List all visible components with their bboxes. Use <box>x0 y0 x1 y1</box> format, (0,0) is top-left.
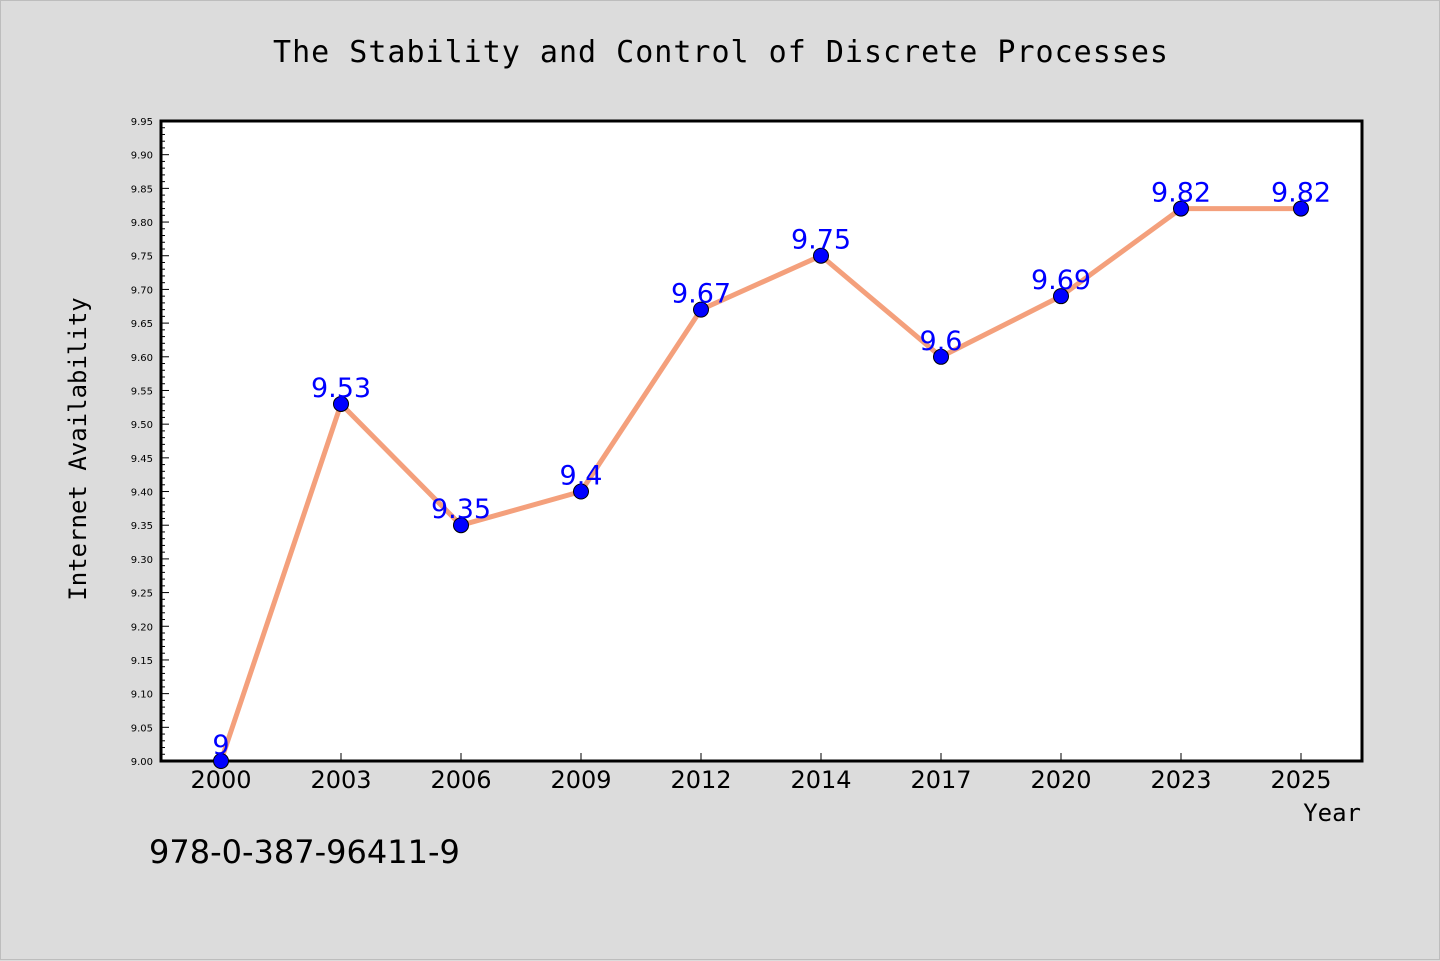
data-point <box>693 301 709 318</box>
x-tick-label: 2012 <box>670 766 731 794</box>
data-label: 9.75 <box>791 225 851 256</box>
y-tick-label: 9.50 <box>131 420 153 431</box>
data-point <box>933 348 949 365</box>
data-point <box>813 247 829 264</box>
x-tick-label: 2014 <box>790 766 851 794</box>
plot-area <box>159 119 1364 763</box>
x-tick-label: 2025 <box>1270 766 1331 794</box>
data-label: 9.53 <box>311 373 371 404</box>
y-tick-label: 9.45 <box>131 454 153 465</box>
y-tick-label: 9.30 <box>131 555 153 566</box>
y-tick-label: 9.25 <box>131 589 153 600</box>
y-tick-label: 9.05 <box>131 723 153 734</box>
y-tick-label: 9.80 <box>131 218 153 229</box>
y-tick-label: 9.20 <box>131 622 153 633</box>
x-axis: 2000 2003 2006 2009 2012 2014 2017 2020 2023 2025 <box>190 753 1332 794</box>
data-label: 9.4 <box>560 461 603 492</box>
y-axis-label: Internet Availability <box>64 297 92 600</box>
x-tick-label: 2017 <box>910 766 971 794</box>
y-tick-label: 9.15 <box>131 656 153 667</box>
data-label: 9.35 <box>431 494 491 525</box>
x-tick-label: 2006 <box>430 766 491 794</box>
series-group: 9 9.53 9.35 9.4 9.67 9.75 9.6 9.69 9.82 9.82 <box>212 178 1331 769</box>
y-tick-label: 9.70 <box>131 285 153 296</box>
x-axis-label: Year <box>1303 799 1361 827</box>
data-label: 9.69 <box>1031 265 1091 296</box>
data-label: 9.6 <box>920 326 963 357</box>
y-tick-label: 9.60 <box>131 353 153 364</box>
x-tick-label: 2020 <box>1030 766 1091 794</box>
data-point <box>333 395 349 412</box>
y-tick-label: 9.00 <box>131 757 153 768</box>
chart-title: The Stability and Control of Discrete Pr… <box>273 35 1169 70</box>
data-point <box>573 483 589 500</box>
y-tick-label: 9.55 <box>131 386 153 397</box>
y-tick-label: 9.10 <box>131 690 153 701</box>
x-tick-label: 2000 <box>190 766 251 794</box>
data-point <box>1293 200 1309 217</box>
data-point <box>453 517 469 534</box>
x-tick-label: 2003 <box>310 766 371 794</box>
y-tick-label: 9.40 <box>131 488 153 499</box>
data-point <box>1053 288 1069 305</box>
x-tick-label: 2009 <box>550 766 611 794</box>
footer-code: 978-0-387-96411-9 <box>149 833 460 871</box>
y-tick-label: 9.35 <box>131 521 153 532</box>
y-tick-label: 9.85 <box>131 184 153 195</box>
x-tick-label: 2023 <box>1150 766 1211 794</box>
series-line <box>218 206 1301 762</box>
data-point <box>213 753 229 769</box>
data-label: 9.82 <box>1271 178 1331 209</box>
y-tick-label: 9.75 <box>131 252 153 263</box>
data-label: 9 <box>212 730 229 761</box>
y-tick-label: 9.95 <box>131 117 153 128</box>
data-label: 9.82 <box>1151 178 1211 209</box>
y-tick-label: 9.90 <box>131 151 153 162</box>
data-point <box>1173 200 1189 217</box>
y-axis: 9.00 9.05 9.10 9.15 9.20 9.25 9.30 9.35 9.40 9.45… <box>131 117 169 768</box>
data-label: 9.67 <box>671 279 731 310</box>
y-tick-label: 9.65 <box>131 319 153 330</box>
